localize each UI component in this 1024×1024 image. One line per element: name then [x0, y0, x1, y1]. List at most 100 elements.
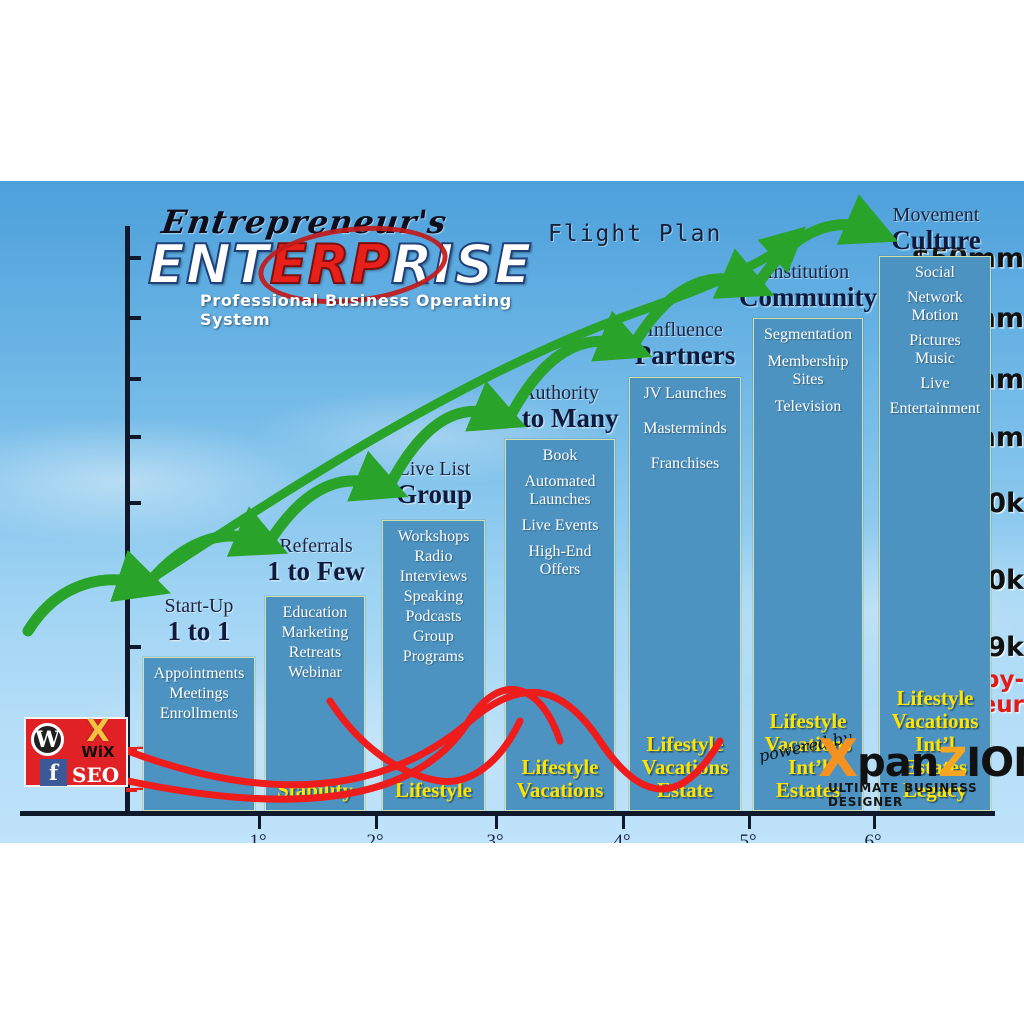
stage-subtitle: Institution	[766, 261, 850, 283]
bar-footer: Lifestyle	[395, 778, 472, 802]
bar-item: Meetings	[169, 685, 229, 702]
bar-item: Webinar	[288, 664, 342, 681]
bar-item: Music	[915, 350, 955, 367]
bar-footer: Lifestyle Vacations	[516, 755, 604, 802]
y-tick-mark	[128, 578, 141, 582]
bar-item-list: Segmentation Membership Sites Television	[754, 326, 862, 416]
x-tick-mark	[375, 816, 378, 829]
bar-item: Podcasts	[405, 608, 462, 625]
stage-header-2: Referrals 1 to Few	[250, 536, 382, 586]
bar-item: Speaking	[403, 588, 464, 605]
y-tick-mark	[128, 501, 141, 505]
stage-subtitle: Referrals	[279, 535, 353, 557]
y-tick-mark	[128, 316, 141, 320]
bar-item: Launches	[529, 491, 591, 508]
facebook-icon: f	[40, 759, 67, 786]
bar-item: Entertainment	[889, 400, 981, 417]
bar-item: JV Launches	[643, 385, 727, 402]
stage-subtitle: Authority	[521, 382, 599, 404]
x-axis-line	[20, 811, 995, 816]
logo-tagline: Professional Business Operating System	[200, 291, 512, 329]
seo-label: SEO	[72, 763, 120, 787]
bar-item: Pictures	[909, 332, 961, 349]
bar-item: Live Events	[521, 517, 599, 534]
bar-footer: Lifestyle Vacations Int’l Estates Legacy	[891, 686, 979, 802]
bar-item: Retreats	[288, 644, 342, 661]
x-tick-mark	[495, 816, 498, 829]
logo-word-post: RISE	[390, 232, 533, 297]
bar-item-list: Social Network Motion Pictures Music Liv…	[880, 264, 990, 417]
stage-subtitle: Movement	[892, 204, 980, 226]
bar-item: Segmentation	[764, 326, 852, 343]
x-axis-label-5: 5°	[739, 831, 757, 843]
bar-item-list: JV Launches Masterminds Franchises	[630, 385, 740, 473]
logo-word-pre: ENT	[147, 232, 270, 297]
hop-arrow-1	[142, 506, 289, 590]
bar-item: Workshops	[397, 528, 470, 545]
bar-item-list: Workshops Radio Interviews Speaking Podc…	[383, 528, 484, 666]
bar-stage-4[interactable]: Book Automated Launches Live Events High…	[505, 439, 615, 811]
bar-stage-7[interactable]: Social Network Motion Pictures Music Liv…	[879, 256, 991, 811]
y-tick-mark	[128, 645, 141, 649]
wordpress-icon: W	[31, 723, 64, 756]
stage-title: Group	[395, 479, 473, 509]
x-tick-mark	[748, 816, 751, 829]
bar-item: Offers	[539, 561, 581, 578]
wix-label: WiX	[81, 743, 115, 761]
bar-item: Membership	[767, 353, 849, 370]
bar-item: Group	[413, 628, 454, 645]
enterprise-logo: Entrepreneur's ENTERPRISE Professional B…	[147, 203, 548, 329]
wix-x-glyph: X	[86, 714, 110, 749]
stage-header-4: Authority 1 to Many	[487, 383, 633, 433]
stage-title: Culture	[891, 225, 981, 255]
x-axis-label-3: 3°	[486, 831, 504, 843]
bar-stage-3[interactable]: Workshops Radio Interviews Speaking Podc…	[382, 520, 485, 811]
bar-item: Programs	[402, 648, 465, 665]
bar-item: Network	[907, 289, 963, 306]
bar-item: Franchises	[650, 455, 720, 472]
x-tick-mark	[258, 816, 261, 829]
bar-item: Enrollments	[159, 705, 239, 722]
bar-stage-2[interactable]: Education Marketing Retreats Webinar Sta…	[265, 596, 365, 811]
stage-header-6: Institution Community	[728, 262, 888, 312]
x-tick-mark	[873, 816, 876, 829]
y-axis-line	[125, 226, 130, 814]
bar-item: Marketing	[281, 624, 349, 641]
bar-stage-1[interactable]: Appointments Meetings Enrollments	[143, 657, 255, 811]
hop-arrow-2	[264, 450, 409, 547]
stage-header-3: Live List Group	[372, 459, 496, 509]
x-axis-label-1: 1°	[249, 831, 267, 843]
xpanzion-z-glyph: Z	[938, 740, 967, 786]
flight-plan-title: Flight Plan	[548, 221, 723, 247]
chart-canvas: $50mm $10mm $5mm $1mm $500k $250k $99k H…	[0, 181, 1024, 843]
logo-word-highlight: ERP	[269, 232, 391, 297]
bar-item: Education	[282, 604, 348, 621]
bar-item-list: Book Automated Launches Live Events High…	[506, 447, 614, 579]
xpanzion-pan: pan	[857, 740, 939, 786]
xpanzion-wordmark: XpanZION	[818, 733, 1024, 786]
bar-item: Appointments	[153, 665, 245, 682]
bar-item: Masterminds	[643, 420, 727, 437]
y-tick-mark	[128, 435, 141, 439]
bar-item-list: Education Marketing Retreats Webinar	[266, 604, 364, 682]
logo-wordmark: ENTERPRISE	[147, 232, 533, 297]
bar-stage-5[interactable]: JV Launches Masterminds Franchises Lifes…	[629, 377, 741, 811]
stage-title: 1 to 1	[167, 616, 231, 646]
bar-item: Motion	[911, 307, 959, 324]
bar-item: Sites	[792, 371, 824, 388]
stage-title: Partners	[634, 340, 736, 370]
stage-title: 1 to Many	[501, 403, 619, 433]
wix-icon: X WiX	[70, 714, 126, 762]
bar-item: Book	[542, 447, 578, 464]
bar-footer: Stability	[277, 778, 353, 802]
bar-item: Radio	[414, 548, 453, 565]
bar-footer: Lifestyle Vacations Int’l Estates	[764, 709, 852, 802]
stage-title: Community	[738, 282, 877, 312]
bar-item: Live	[920, 375, 950, 392]
y-tick-mark	[128, 377, 141, 381]
stage-header-5: Influence Partners	[612, 320, 758, 370]
bar-item-list: Appointments Meetings Enrollments	[144, 665, 254, 723]
x-axis-label-6: 6°	[864, 831, 882, 843]
stage-header-7: Movement Culture	[864, 205, 1008, 255]
